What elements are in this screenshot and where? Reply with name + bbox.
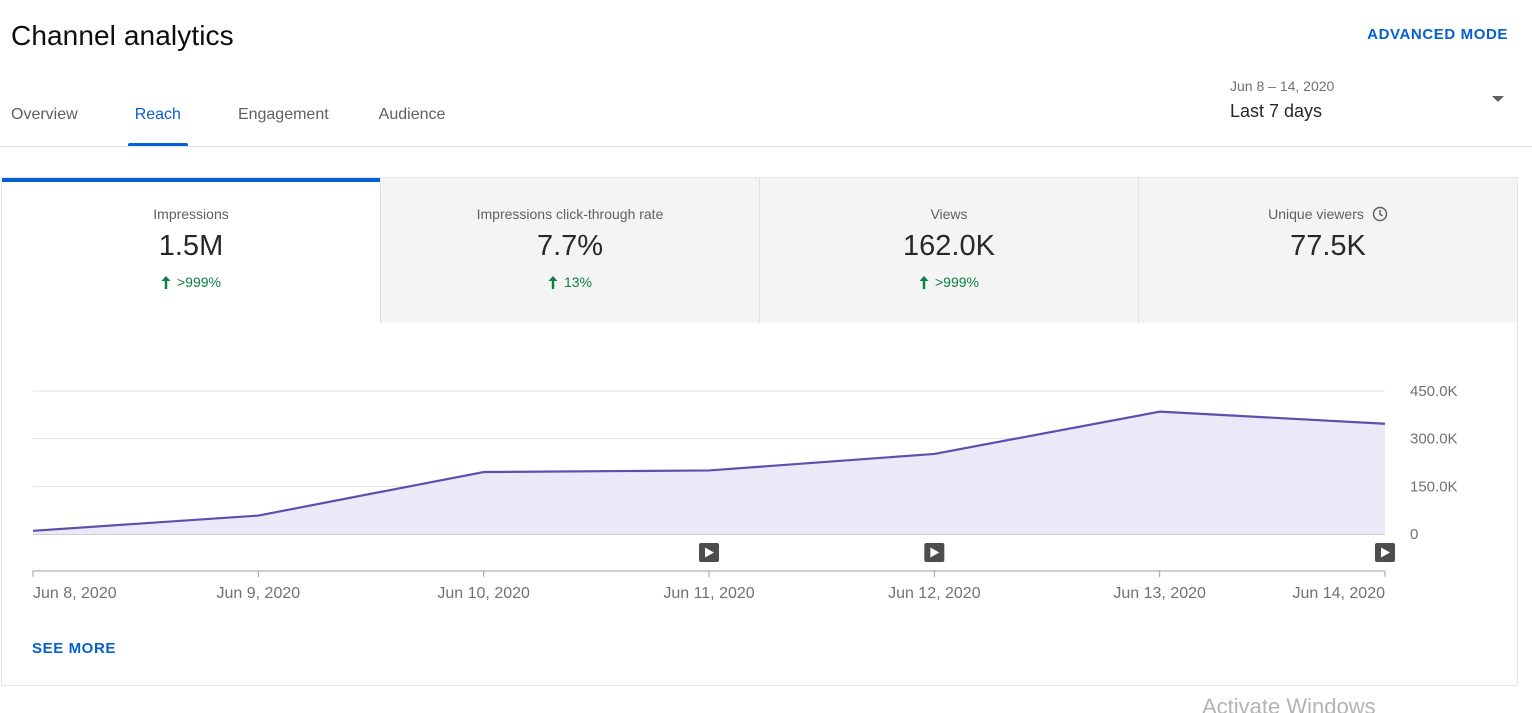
metric-label: Views bbox=[930, 206, 968, 222]
metric-value: 7.7% bbox=[536, 230, 604, 262]
metric-value: 1.5M bbox=[158, 230, 224, 262]
metric-change: >999% bbox=[2, 274, 380, 290]
tab-bar: Overview Reach Engagement Audience bbox=[0, 90, 445, 146]
metric-tabs: Impressions 1.5M >999% Impressions click… bbox=[2, 178, 1517, 323]
date-range-text: Jun 8 – 14, 2020 bbox=[1230, 78, 1335, 94]
metric-label: Unique viewers bbox=[1268, 206, 1388, 222]
metric-label: Impressions click-through rate bbox=[476, 206, 664, 222]
metric-impressions[interactable]: Impressions 1.5M >999% bbox=[2, 178, 380, 323]
metric-value: 77.5K bbox=[1290, 230, 1366, 262]
clock-icon[interactable] bbox=[1372, 206, 1388, 222]
arrow-up-icon bbox=[161, 275, 171, 289]
activate-windows-watermark: Activate Windows bbox=[1202, 694, 1376, 713]
tabs-divider bbox=[0, 146, 1532, 147]
metric-change: >999% bbox=[760, 274, 1138, 290]
date-preset-text: Last 7 days bbox=[1230, 101, 1323, 121]
metric-views[interactable]: Views 162.0K >999% bbox=[759, 178, 1138, 323]
tab-reach[interactable]: Reach bbox=[127, 90, 189, 146]
metric-unique-viewers[interactable]: Unique viewers 77.5K bbox=[1138, 178, 1517, 323]
page-title: Channel analytics bbox=[11, 20, 234, 51]
analytics-card: Impressions 1.5M >999% Impressions click… bbox=[1, 177, 1518, 686]
tab-overview[interactable]: Overview bbox=[11, 106, 78, 123]
metric-change: 13% bbox=[381, 274, 759, 290]
arrow-up-icon bbox=[919, 275, 929, 289]
metric-value: 162.0K bbox=[903, 230, 995, 262]
see-more-button[interactable]: SEE MORE bbox=[32, 640, 116, 657]
arrow-up-icon bbox=[548, 275, 558, 289]
date-range-picker[interactable]: Jun 8 – 14, 2020 Last 7 days bbox=[1230, 76, 1510, 132]
tab-audience[interactable]: Audience bbox=[378, 106, 446, 123]
tab-engagement[interactable]: Engagement bbox=[237, 106, 329, 123]
metric-impressions-ctr[interactable]: Impressions click-through rate 7.7% 13% bbox=[380, 178, 759, 323]
advanced-mode-button[interactable]: ADVANCED MODE bbox=[1367, 26, 1508, 43]
chevron-down-icon bbox=[1492, 96, 1504, 102]
metric-label: Impressions bbox=[153, 206, 229, 222]
